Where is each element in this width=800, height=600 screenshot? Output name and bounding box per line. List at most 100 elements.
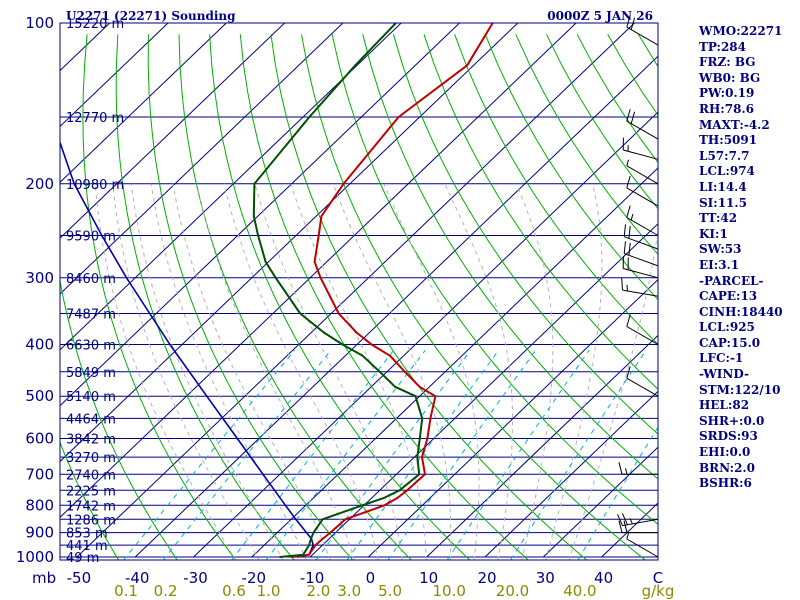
- mixing-ratio-tick-label: 1.0: [257, 582, 281, 600]
- index-item: RH:78.6: [699, 101, 754, 116]
- temperature-line-point: [370, 343, 373, 346]
- temperature-line-point: [313, 260, 316, 263]
- isotherm-line: [60, 23, 169, 128]
- index-item: MAXT:-4.2: [699, 117, 770, 132]
- dry-adiabat-line: [392, 34, 658, 435]
- index-item: SI:11.5: [699, 195, 747, 210]
- plot-frame: [59, 22, 659, 561]
- height-label: 3842 m: [66, 433, 116, 448]
- moist-adiabat-line: [444, 183, 513, 560]
- moist-adiabat-line: [254, 183, 403, 560]
- dewpoint-line-point: [264, 260, 267, 263]
- wind-barb: [626, 175, 659, 207]
- sounding-title: U2271 (22271) Sounding: [66, 9, 236, 23]
- temperature-line-point: [383, 504, 386, 507]
- index-item: TT:42: [699, 211, 738, 226]
- temperature-line-point: [426, 437, 429, 440]
- mixing-ratio-line: [346, 349, 500, 560]
- index-item: CAPE:13: [699, 289, 758, 304]
- height-label: 853 m: [66, 527, 108, 542]
- dewpoint-line-point: [414, 395, 417, 398]
- dry-adiabat-line: [301, 34, 647, 560]
- wind-barb: [618, 520, 658, 534]
- mixing-ratio-line: [265, 349, 426, 560]
- dewpoint-line-point: [421, 417, 424, 420]
- parcel-path-line-point: [73, 182, 76, 185]
- dewpoint-line-point: [252, 215, 255, 218]
- temperature-tick-label: -50: [67, 569, 92, 587]
- mixing-ratio-tick-label: 40.0: [563, 582, 596, 600]
- mixing-ratio-line: [315, 349, 472, 560]
- dry-adiabat-line: [484, 34, 658, 301]
- index-item: TP:284: [699, 39, 747, 54]
- index-item: -WIND-: [699, 367, 749, 382]
- isotherm-line: [60, 23, 577, 519]
- temperature-tick-label: 40: [594, 569, 613, 587]
- height-label: 8460 m: [66, 272, 116, 287]
- temperature-line-point: [320, 215, 323, 218]
- temperature-line-point: [396, 497, 399, 499]
- dry-adiabat-line: [454, 34, 658, 346]
- isotherm-line: [251, 167, 658, 558]
- wind-barb: [626, 15, 659, 46]
- wind-barb: [618, 462, 658, 475]
- mixing-ratio-line: [387, 349, 537, 560]
- temperature-line-point: [321, 538, 324, 540]
- height-label: 12770 m: [66, 111, 124, 126]
- pressure-tick-label: 1000: [16, 548, 54, 566]
- dry-adiabat-line: [115, 34, 295, 560]
- index-item: BSHR:6: [699, 476, 752, 491]
- wind-barb: [626, 366, 659, 397]
- mixing-ratio-line: [162, 349, 332, 560]
- pressure-tick-label: 700: [25, 465, 54, 483]
- height-label: 15220 m: [66, 17, 124, 32]
- dewpoint-line-point: [378, 370, 381, 373]
- parcel-path-line-point: [100, 234, 103, 237]
- index-item: WMO:22271: [699, 24, 783, 38]
- height-label: 4464 m: [66, 412, 116, 427]
- index-item: TH:5091: [699, 133, 758, 148]
- profile-lines: [60, 23, 494, 558]
- temperature-tick-label: -10: [300, 569, 325, 587]
- mixing-ratio-tick-label: 2.0: [306, 582, 330, 600]
- parcel-path-line-point: [125, 276, 128, 279]
- height-label: 441 m: [66, 539, 108, 554]
- dewpoint-line-point: [418, 437, 421, 440]
- dewpoint-line-point: [257, 234, 259, 237]
- moist-adiabat-line: [223, 183, 379, 560]
- pressure-tick-label: 500: [25, 387, 54, 405]
- moist-adiabat-line: [172, 183, 331, 560]
- height-label: 5849 m: [66, 366, 116, 381]
- pressure-tick-label: 800: [25, 496, 54, 514]
- isotherm-line: [60, 23, 344, 295]
- wind-barb: [626, 109, 659, 140]
- dry-adiabat-line: [147, 34, 354, 560]
- parcel-path-line-point: [169, 343, 171, 346]
- isotherm-line: [60, 23, 519, 463]
- temperature-line-point: [319, 276, 322, 279]
- mixing-ratio-line: [446, 349, 590, 560]
- dewpoint-line-point: [308, 544, 310, 546]
- temperature-line-point: [314, 544, 317, 546]
- height-label: 6630 m: [66, 339, 116, 354]
- dewpoint-line-point: [278, 556, 281, 558]
- temperature-tick-label: -20: [242, 569, 267, 587]
- moist-adiabat-line: [383, 183, 480, 560]
- index-item: CINH:18440: [699, 304, 783, 319]
- dry-adiabat-line: [82, 34, 237, 560]
- index-item: SHR+:0.0: [699, 413, 765, 428]
- background-grid: [60, 23, 658, 560]
- dewpoint-line-point: [383, 497, 385, 499]
- pressure-tick-label: 900: [25, 524, 54, 542]
- index-item: EI:3.1: [699, 257, 740, 272]
- temperature-line: [291, 23, 494, 558]
- temperature-line-point: [424, 473, 426, 476]
- moist-adiabat-line: [112, 183, 260, 560]
- wind-barb: [626, 205, 659, 236]
- indices-panel: WMO:22271 TP:284 FRZ: BG WB0: BG PW:0.19 RH:7…: [699, 24, 783, 492]
- height-label: 2740 m: [66, 468, 116, 483]
- mixing-ratio-tick-label: 5.0: [378, 582, 402, 600]
- height-label: 1286 m: [66, 513, 116, 528]
